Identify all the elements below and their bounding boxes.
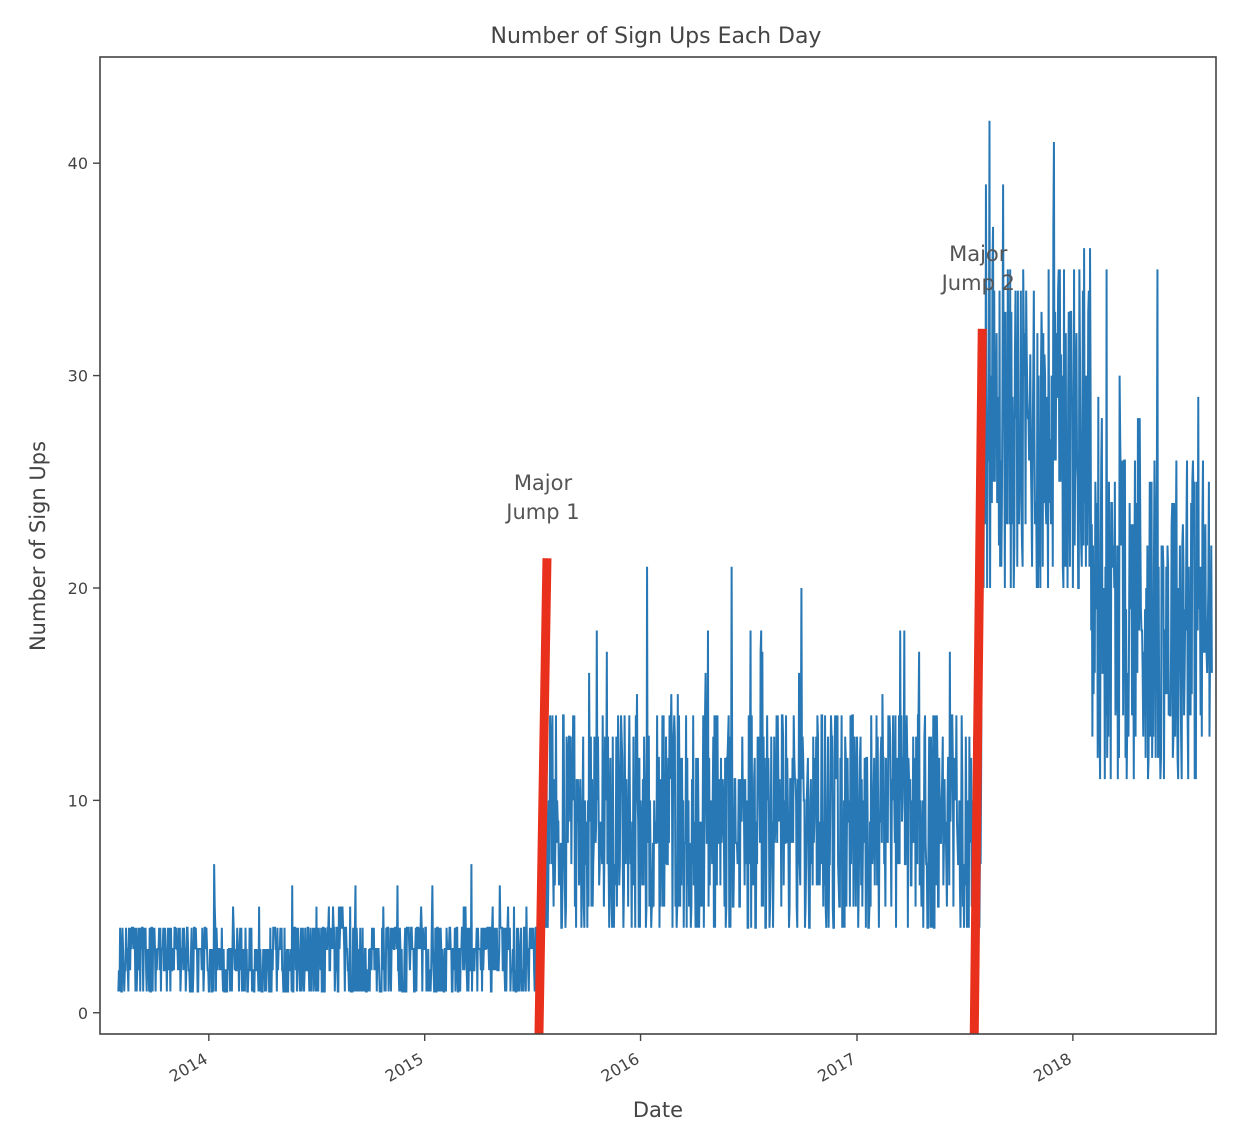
x-tick-label: 2018 — [1030, 1049, 1075, 1086]
y-tick-label: 10 — [68, 791, 88, 810]
y-axis-ticks: 0 10 20 30 40 — [68, 154, 100, 1023]
annotation-label-jump1-line2: Jump 1 — [504, 500, 579, 524]
y-axis-label: Number of Sign Ups — [26, 441, 50, 651]
x-tick-label: 2015 — [382, 1049, 427, 1086]
x-axis-ticks: 2014 2015 2016 2017 2018 — [166, 1034, 1075, 1086]
x-tick-label: 2014 — [166, 1049, 211, 1086]
y-tick-label: 30 — [68, 367, 88, 386]
annotation-line-jump2 — [969, 328, 987, 1035]
annotation-line-jump1 — [534, 558, 552, 1035]
annotation-layer: Major Jump 1 Major Jump 2 — [504, 242, 1015, 1035]
annotation-label-jump1: Major — [514, 471, 573, 495]
x-tick-label: 2016 — [598, 1049, 643, 1086]
x-axis-label: Date — [633, 1098, 683, 1122]
plot-frame — [99, 56, 1217, 1035]
chart-title: Number of Sign Ups Each Day — [491, 24, 822, 49]
series-layer — [117, 120, 1213, 993]
y-tick-label: 20 — [68, 579, 88, 598]
y-tick-label: 0 — [78, 1004, 88, 1023]
x-tick-label: 2017 — [814, 1049, 859, 1086]
y-tick-label: 40 — [68, 154, 88, 173]
series-line-daily-sign-ups — [117, 120, 1213, 993]
annotation-label-jump2-line2: Jump 2 — [940, 271, 1015, 295]
annotation-label-jump2: Major — [949, 242, 1008, 266]
